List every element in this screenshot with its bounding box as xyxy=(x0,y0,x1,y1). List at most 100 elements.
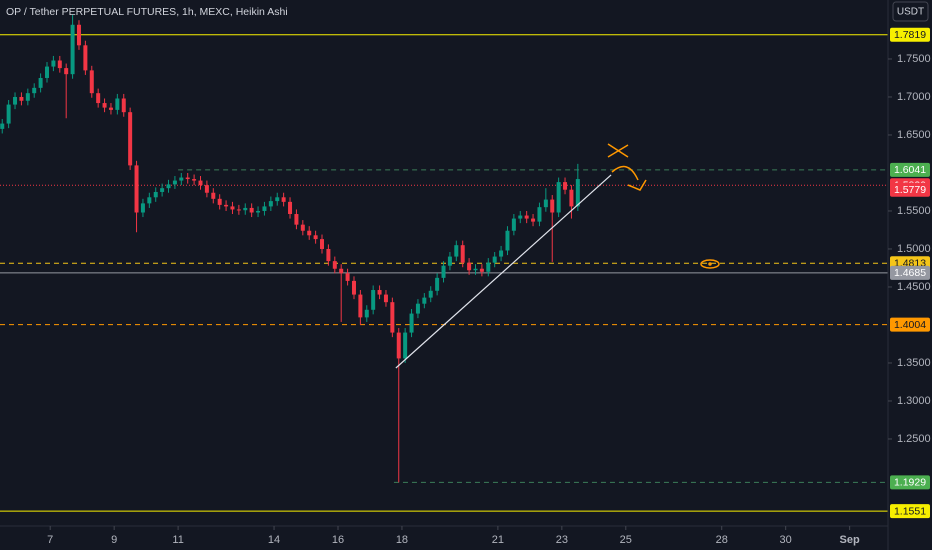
price-badge-label: 1.7819 xyxy=(894,29,926,41)
dot-mark xyxy=(708,262,712,266)
candle-body xyxy=(454,245,459,257)
candle-body xyxy=(320,239,325,249)
candle-body xyxy=(288,201,293,215)
candle-body xyxy=(160,188,165,192)
candle-body xyxy=(13,96,18,105)
price-badge xyxy=(890,317,930,332)
candle-body xyxy=(89,70,94,94)
candle-body xyxy=(499,250,504,257)
candle-body xyxy=(108,107,113,110)
ellipse-mark xyxy=(700,259,720,269)
candle-body xyxy=(64,68,69,75)
annotations xyxy=(607,143,720,269)
candle-body xyxy=(38,77,43,88)
price-badge xyxy=(890,504,930,519)
candle-body xyxy=(147,197,152,204)
x-tick-label: 21 xyxy=(492,534,504,546)
candle-body xyxy=(32,87,37,94)
candle-body xyxy=(479,268,484,272)
candle-body xyxy=(96,93,101,104)
candle-body xyxy=(275,197,280,202)
x-tick-label: 18 xyxy=(396,534,408,546)
candle-body xyxy=(51,60,56,67)
candle-body xyxy=(377,290,382,295)
x-tick-label: 16 xyxy=(332,534,344,546)
candle-body xyxy=(447,256,452,266)
candle-body xyxy=(179,177,184,181)
candle-body xyxy=(57,60,62,69)
currency-label[interactable]: USDT xyxy=(897,7,924,18)
candle-body xyxy=(121,98,126,113)
candle-body xyxy=(83,45,88,71)
candle-body xyxy=(217,198,222,205)
x-tick-label: Sep xyxy=(840,534,860,546)
x-tick-label: 23 xyxy=(556,534,568,546)
trendline xyxy=(395,174,612,369)
candle-body xyxy=(153,191,158,198)
y-tick-label: 1.7000 xyxy=(897,91,931,103)
candle-body xyxy=(6,104,11,124)
y-tick-label: 1.7500 xyxy=(897,53,931,65)
price-badge xyxy=(890,265,930,280)
candle-body xyxy=(204,185,209,193)
price-badge xyxy=(890,182,930,197)
candle-body xyxy=(492,256,497,263)
y-tick-label: 1.3500 xyxy=(897,357,931,369)
candle-body xyxy=(166,184,171,189)
candle-body xyxy=(345,273,350,281)
candle-body xyxy=(364,309,369,318)
symbol-title: OP / Tether PERPETUAL FUTURES, 1h, MEXC,… xyxy=(6,6,288,18)
y-tick-label: 1.2500 xyxy=(897,433,931,445)
y-tick-label: 1.4500 xyxy=(897,281,931,293)
candle-body xyxy=(396,332,401,359)
candle-body xyxy=(563,182,568,190)
candle-body xyxy=(230,206,235,210)
candle-body xyxy=(19,96,24,101)
candle-body xyxy=(403,332,408,359)
x-tick-label: 28 xyxy=(716,534,728,546)
candle-body xyxy=(556,182,561,213)
plot-area xyxy=(0,14,888,512)
currency-button[interactable] xyxy=(892,1,929,22)
candle-body xyxy=(575,179,580,207)
candle-body xyxy=(524,215,529,219)
candle-body xyxy=(185,177,190,180)
candle-body xyxy=(198,180,203,186)
candle-body xyxy=(415,303,420,314)
candle-body xyxy=(390,302,395,333)
candle-body xyxy=(473,268,478,271)
price-badge-label: 1.1929 xyxy=(894,477,926,489)
x-tick-label: 25 xyxy=(620,534,632,546)
candle-body xyxy=(76,24,81,46)
candle-body xyxy=(172,180,177,185)
x-tick-label: 9 xyxy=(111,534,117,546)
candle-body xyxy=(518,215,523,219)
y-tick-label: 1.5000 xyxy=(897,243,931,255)
y-tick-label: 1.6500 xyxy=(897,129,931,141)
price-badge-label: 1.1551 xyxy=(894,505,926,517)
x-tick-label: 11 xyxy=(172,534,183,546)
candle-body xyxy=(332,261,337,269)
candle-body xyxy=(249,207,254,213)
candle-body xyxy=(243,207,248,211)
candle-body xyxy=(307,230,312,236)
candle-body xyxy=(0,123,5,129)
candle-body xyxy=(45,66,50,78)
candle-body xyxy=(428,290,433,298)
candle-body xyxy=(128,112,133,166)
y-tick-label: 1.3000 xyxy=(897,395,931,407)
price-badge xyxy=(890,475,930,490)
candle-body xyxy=(224,204,229,207)
candle-body xyxy=(300,224,305,231)
candle-body xyxy=(140,203,145,213)
arrow-head xyxy=(627,179,647,191)
arc-arrow xyxy=(611,165,639,181)
candle-body xyxy=(236,209,241,211)
candle-body xyxy=(569,189,574,207)
candle-body xyxy=(460,245,465,263)
candle-body xyxy=(326,248,331,262)
price-badge-label: 1.6041 xyxy=(894,164,926,176)
candle-body xyxy=(268,201,273,207)
